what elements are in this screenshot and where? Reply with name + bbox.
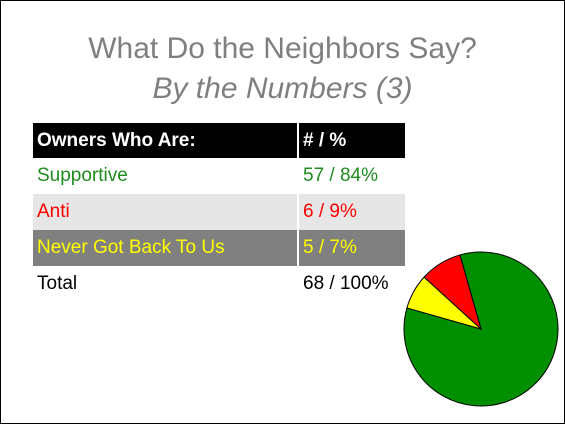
table-row-never-got-back: Never Got Back To Us 5 / 7% — [33, 230, 405, 266]
pie-chart — [403, 251, 559, 407]
row-label-total: Total — [33, 266, 299, 302]
row-label-never-got-back: Never Got Back To Us — [33, 230, 299, 266]
slide-title: What Do the Neighbors Say? — [88, 32, 477, 65]
row-label-supportive: Supportive — [33, 158, 299, 194]
slide-subtitle: By the Numbers (3) — [152, 72, 413, 105]
table-header-row: Owners Who Are: # / % — [33, 123, 405, 158]
row-value-never-got-back: 5 / 7% — [298, 230, 405, 266]
row-value-total: 68 / 100% — [298, 266, 405, 302]
pie-slice-anti — [423, 254, 482, 331]
table-row-anti: Anti 6 / 9% — [33, 194, 405, 230]
row-label-anti: Anti — [33, 194, 299, 230]
header-count-percent: # / % — [298, 123, 405, 158]
owners-table: Owners Who Are: # / % Supportive 57 / 84… — [33, 123, 405, 302]
row-value-supportive: 57 / 84% — [298, 158, 405, 194]
header-owners: Owners Who Are: — [33, 123, 299, 158]
pie-slice-supportive — [403, 251, 559, 407]
table-row-total: Total 68 / 100% — [33, 266, 405, 302]
table-row-supportive: Supportive 57 / 84% — [33, 158, 405, 194]
row-value-anti: 6 / 9% — [298, 194, 405, 230]
